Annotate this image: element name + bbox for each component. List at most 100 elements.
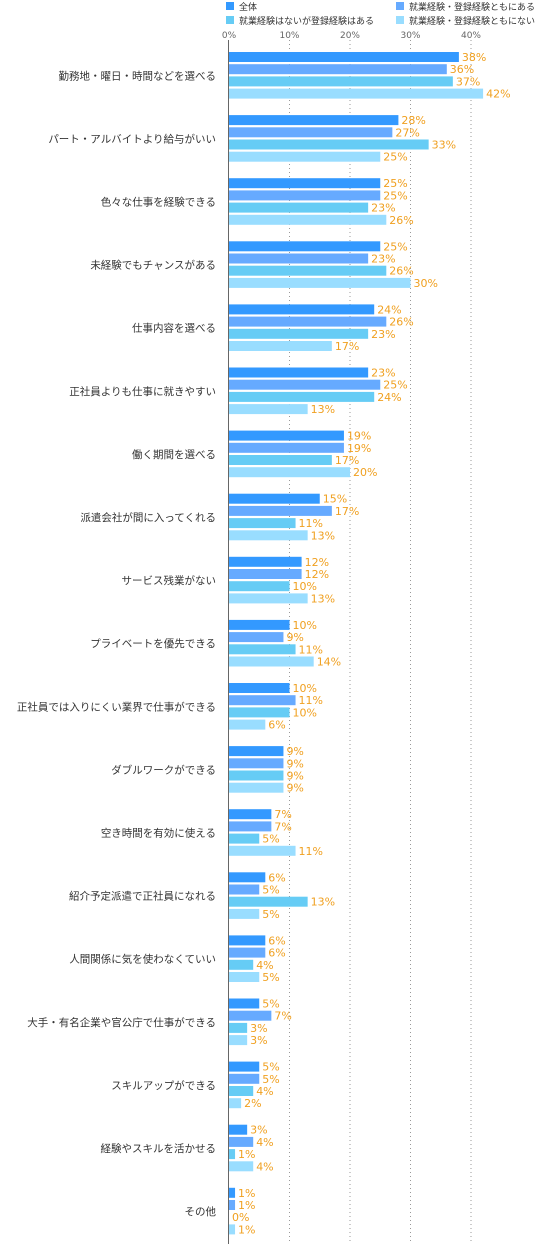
- bar: [229, 518, 296, 529]
- data-label: 37%: [456, 75, 480, 88]
- data-label: 33%: [432, 139, 456, 152]
- bar: [229, 379, 381, 390]
- data-label: 13%: [311, 403, 335, 416]
- bar: [229, 1073, 260, 1084]
- bar: [229, 632, 284, 643]
- data-label: 17%: [335, 505, 359, 518]
- data-label: 28%: [401, 114, 425, 127]
- legend-swatch: [226, 2, 234, 10]
- bar: [229, 1035, 248, 1046]
- bar: [229, 202, 369, 213]
- x-tick-label: 20%: [340, 31, 360, 41]
- bar: [229, 127, 393, 138]
- data-label: 13%: [311, 592, 335, 605]
- legend-swatch: [226, 16, 234, 24]
- data-label: 4%: [256, 1160, 273, 1173]
- data-label: 9%: [286, 631, 303, 644]
- data-label: 23%: [371, 367, 395, 380]
- category-label: ダブルワークができる: [111, 763, 216, 776]
- data-label: 4%: [256, 1085, 273, 1098]
- data-label: 10%: [293, 619, 317, 632]
- bar: [229, 88, 484, 99]
- data-label: 23%: [371, 328, 395, 341]
- bar: [229, 1086, 254, 1096]
- bar: [229, 959, 254, 970]
- legend-label: 就業経験・登録経験ともにある: [409, 2, 536, 13]
- bar: [229, 947, 266, 958]
- data-label: 10%: [293, 706, 317, 719]
- data-label: 30%: [414, 277, 438, 290]
- bar: [229, 265, 387, 276]
- category-label: 色々な仕事を経験できる: [101, 196, 216, 209]
- data-label: 6%: [268, 934, 285, 947]
- data-label: 12%: [305, 568, 329, 581]
- bar: [229, 391, 375, 402]
- bar: [229, 115, 399, 126]
- bar: [229, 214, 387, 225]
- legend-item-both-experience: 就業経験・登録経験ともにある: [396, 0, 536, 13]
- bar: [229, 253, 369, 264]
- category-label: 紹介予定派遣で正社員になれる: [69, 890, 216, 903]
- bar: [229, 367, 369, 378]
- bar: [229, 644, 296, 655]
- data-label: 11%: [299, 694, 323, 707]
- bar: [229, 656, 314, 667]
- data-label: 1%: [238, 1187, 255, 1200]
- data-label: 26%: [389, 265, 413, 278]
- legend-swatch: [396, 16, 404, 24]
- data-label: 13%: [311, 529, 335, 542]
- x-tick-label: 40%: [461, 31, 481, 41]
- data-label: 19%: [347, 442, 371, 455]
- data-label: 5%: [262, 971, 279, 984]
- bar: [229, 782, 284, 793]
- data-label: 25%: [383, 177, 407, 190]
- data-label: 1%: [238, 1199, 255, 1212]
- bar: [229, 455, 332, 465]
- bar: [229, 593, 308, 604]
- data-label: 10%: [293, 682, 317, 695]
- data-label: 14%: [317, 656, 341, 669]
- data-label: 6%: [268, 719, 285, 732]
- data-label: 11%: [299, 517, 323, 530]
- category-label: 働く期間を選べる: [132, 448, 216, 461]
- category-label: スキルアップができる: [111, 1079, 216, 1092]
- bar: [229, 442, 344, 453]
- data-label: 7%: [274, 820, 291, 833]
- bar: [229, 1187, 236, 1198]
- legend-item-all: 全体: [226, 0, 257, 13]
- bar: [229, 52, 459, 62]
- bar: [229, 581, 290, 592]
- data-label: 5%: [262, 884, 279, 897]
- category-label: 仕事内容を選べる: [132, 322, 216, 335]
- x-tick-label: 30%: [400, 31, 420, 41]
- data-label: 26%: [389, 316, 413, 329]
- data-label: 4%: [256, 959, 273, 972]
- bar: [229, 833, 260, 844]
- legend-swatch: [396, 2, 404, 10]
- category-label: 正社員よりも仕事に就きやすい: [69, 385, 216, 398]
- bar: [229, 430, 344, 441]
- legend-item-registered-only: 就業経験はないが登録経験はある: [226, 14, 375, 27]
- bar: [229, 505, 332, 516]
- data-label: 15%: [323, 493, 347, 506]
- bar: [229, 619, 290, 630]
- bar: [229, 809, 272, 820]
- bar: [229, 746, 284, 757]
- data-label: 24%: [377, 391, 401, 404]
- bar: [229, 139, 429, 150]
- bar: [229, 328, 369, 339]
- legend-item-no-experience: 就業経験・登録経験ともにない: [396, 14, 535, 27]
- category-label: パート・アルバイトより給与がいい: [48, 132, 216, 145]
- category-label: 大手・有名企業や官公庁で仕事ができる: [27, 1016, 216, 1029]
- data-label: 25%: [383, 151, 407, 164]
- category-label: 派遣会社が間に入ってくれる: [80, 511, 216, 524]
- bar: [229, 758, 284, 769]
- data-label: 9%: [286, 770, 303, 783]
- data-label: 6%: [268, 947, 285, 960]
- data-label: 23%: [371, 202, 395, 215]
- category-label: 空き時間を有効に使える: [101, 827, 216, 840]
- legend-label: 就業経験はないが登録経験はある: [239, 16, 375, 27]
- bar: [229, 404, 308, 415]
- data-label: 11%: [299, 845, 323, 858]
- bar: [229, 1098, 242, 1109]
